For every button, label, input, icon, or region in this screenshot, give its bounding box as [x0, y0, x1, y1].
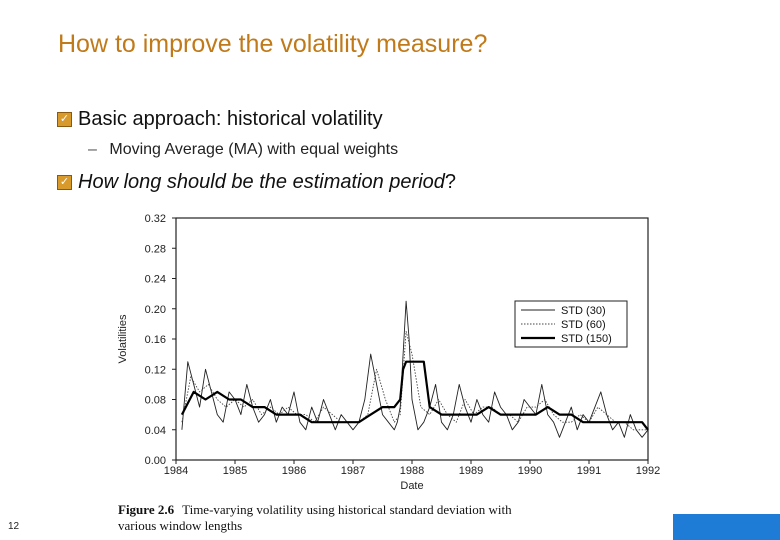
- y-axis-label: Volatilities: [117, 314, 129, 363]
- legend-label: STD (150): [561, 333, 612, 345]
- x-tick-label: 1988: [400, 465, 424, 477]
- y-tick-label: 0.12: [145, 364, 166, 376]
- caption-line-1: Time-varying volatility using historical…: [182, 502, 512, 517]
- y-tick-label: 0.20: [145, 304, 166, 316]
- y-tick-label: 0.32: [145, 213, 166, 225]
- legend-label: STD (60): [561, 319, 606, 331]
- y-tick-label: 0.24: [145, 274, 166, 286]
- y-tick-label: 0.04: [145, 425, 166, 437]
- volatility-chart: 0.000.040.080.120.160.200.240.280.321984…: [0, 0, 780, 540]
- figure-caption: Figure 2.6 Time-varying volatility using …: [106, 500, 673, 540]
- y-tick-label: 0.08: [145, 395, 166, 407]
- legend-label: STD (30): [561, 305, 606, 317]
- page-number: 12: [8, 521, 19, 532]
- x-tick-label: 1992: [636, 465, 660, 477]
- caption-line-2: various window lengths: [118, 518, 242, 534]
- x-tick-label: 1987: [341, 465, 365, 477]
- y-tick-label: 0.16: [145, 334, 166, 346]
- x-tick-label: 1991: [577, 465, 601, 477]
- x-axis-label: Date: [400, 480, 423, 492]
- figure-label: Figure 2.6: [118, 502, 174, 517]
- x-tick-label: 1984: [164, 465, 188, 477]
- x-tick-label: 1986: [282, 465, 306, 477]
- x-tick-label: 1989: [459, 465, 483, 477]
- x-tick-label: 1990: [518, 465, 542, 477]
- y-tick-label: 0.28: [145, 243, 166, 255]
- series-line-std-150: [182, 362, 648, 430]
- x-tick-label: 1985: [223, 465, 247, 477]
